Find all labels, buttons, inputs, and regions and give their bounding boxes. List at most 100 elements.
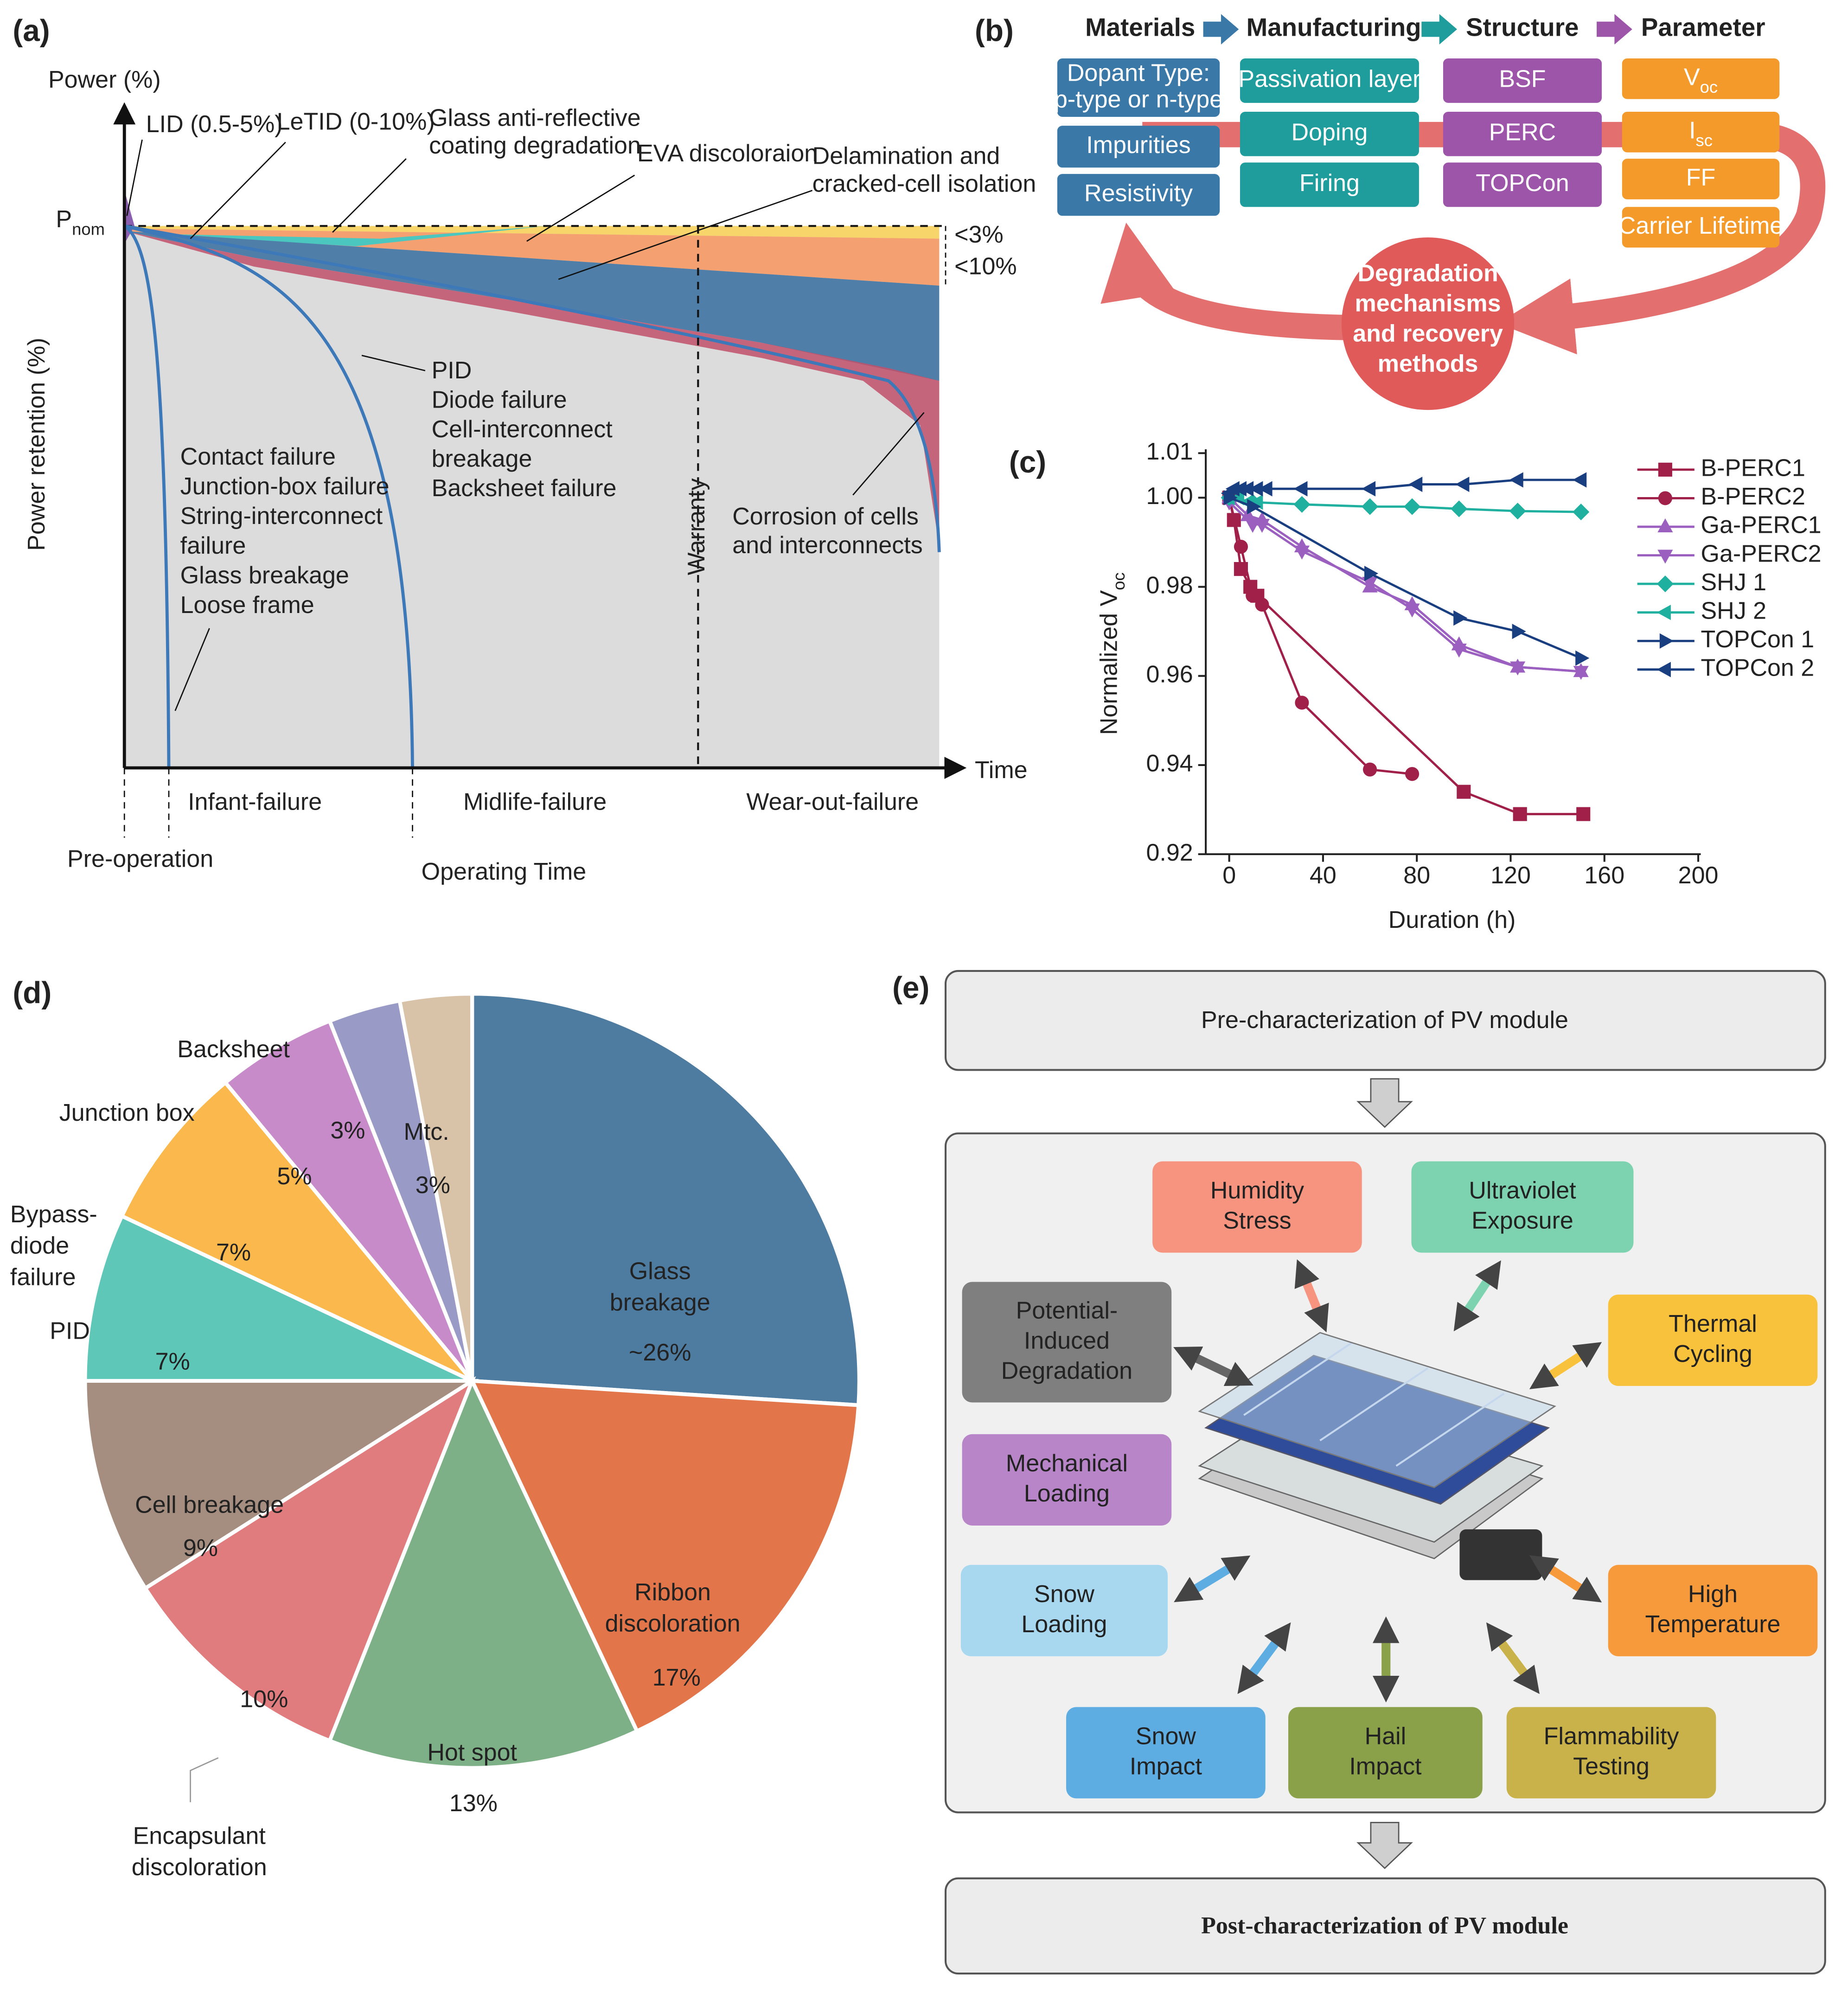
box <box>1057 126 1220 168</box>
stress-box <box>1152 1161 1362 1253</box>
leader <box>526 174 635 242</box>
slice-label: Cell breakage <box>135 1492 284 1519</box>
band-yellow <box>124 226 940 239</box>
box <box>1240 112 1419 156</box>
box-text: Passivation layer <box>1238 66 1420 93</box>
value-label: ~26% <box>629 1339 691 1366</box>
wearout-curve <box>124 224 941 552</box>
legend-marker <box>1658 462 1672 477</box>
stress-label: Thermal Cycling <box>1669 1310 1757 1367</box>
stress-arrow <box>1529 1342 1602 1389</box>
annotation: LID (0.5-5%) <box>146 111 283 138</box>
box-text: Resistivity <box>1084 180 1193 207</box>
legend-marker <box>1656 575 1674 593</box>
box-group: Dopant Type: p-type or n-type Impurities Re… <box>1054 58 1783 248</box>
module-glass <box>1198 1332 1556 1488</box>
leader <box>852 412 925 496</box>
stress-label: Snow Impact <box>1130 1723 1202 1780</box>
marker <box>1510 661 1526 676</box>
marker <box>1249 481 1263 497</box>
bottom-box <box>944 1877 1826 1975</box>
header-arrow <box>1421 14 1458 45</box>
series-line <box>1228 501 1581 673</box>
header: Materials <box>1085 13 1195 42</box>
x-tick-label: 40 <box>1310 862 1336 889</box>
box-text: Firing <box>1299 170 1360 197</box>
phase: Infant-failure <box>188 788 322 815</box>
marker <box>1240 481 1254 497</box>
box <box>1057 174 1220 216</box>
y-tick-label: 0.92 <box>1146 839 1193 866</box>
annotation: Delamination and cracked-cell isolation <box>812 142 1036 197</box>
legend-label: Ga-PERC1 <box>1701 512 1822 539</box>
leader <box>126 139 143 216</box>
marker <box>1405 767 1420 781</box>
x-tick-label: 0 <box>1222 862 1236 889</box>
box <box>1240 162 1419 207</box>
value-label: 7% <box>216 1239 251 1266</box>
annotation: Glass anti-reflective coating degradation <box>429 104 641 159</box>
box-text: TOPCon <box>1476 170 1569 197</box>
slice-label: Ribbon discoloration <box>605 1579 741 1637</box>
stress-arrow <box>1294 1259 1329 1333</box>
marker <box>1232 481 1247 497</box>
marker <box>1364 566 1379 581</box>
box-text: Impurities <box>1086 132 1190 159</box>
leader <box>361 355 426 371</box>
series-line <box>1228 497 1582 659</box>
panel-c: (c) 0.92 0.94 0.96 0.98 1.00 1.01 0 40 80 120 160 2… <box>1009 438 1822 933</box>
stress-arrow <box>1173 1346 1253 1386</box>
marker <box>1294 545 1310 560</box>
legend-marker <box>1656 605 1671 620</box>
stress-label: Mechanical Loading <box>1006 1450 1128 1507</box>
stress-arrow <box>1486 1622 1540 1694</box>
pie-slice <box>327 1376 640 1770</box>
stress-label: Hail Impact <box>1349 1723 1422 1780</box>
marker <box>1247 499 1261 515</box>
flow-loop <box>1497 121 1826 355</box>
stress-box <box>960 1565 1168 1656</box>
stress-box <box>962 1434 1172 1526</box>
down-arrow <box>1356 1822 1413 1869</box>
pie-slice <box>223 1018 474 1382</box>
p-nom: Pnom <box>56 206 104 238</box>
center-circle <box>1341 237 1515 410</box>
legend-label: B-PERC2 <box>1701 483 1805 510</box>
stress-label: Potential-Induced Degradation <box>1001 1297 1132 1384</box>
marker <box>1509 503 1526 520</box>
series-line <box>1229 496 1581 513</box>
marker <box>1573 472 1587 488</box>
legend-label: SHJ 2 <box>1701 597 1767 624</box>
band-teal <box>140 226 546 247</box>
panel-label: (a) <box>13 14 50 48</box>
pie-slice <box>83 1379 479 1591</box>
value-label: 3% <box>416 1172 450 1199</box>
series-line <box>1228 497 1413 775</box>
y-axis-label: Power retention (%) <box>23 338 50 551</box>
marker <box>1408 476 1423 492</box>
box-text: Doping <box>1292 119 1368 146</box>
slice-label: Hot spot <box>427 1739 517 1766</box>
marker <box>1225 481 1240 497</box>
x-axis-label: Duration (h) <box>1388 907 1516 933</box>
box-text: Carrier Lifetime <box>1618 212 1783 239</box>
band-blue <box>124 231 940 381</box>
legend-label: TOPCon 1 <box>1701 626 1815 653</box>
header-arrow <box>1203 14 1239 45</box>
value-label: 13% <box>449 1790 498 1817</box>
marker <box>1576 807 1591 821</box>
pie-slice <box>142 1376 476 1744</box>
legend-label: B-PERC1 <box>1701 455 1805 482</box>
marker <box>1513 807 1527 821</box>
value-label: 17% <box>652 1664 701 1691</box>
pie-slice <box>469 1379 861 1734</box>
panel-d: (d) Glass breakage ~26% Ribbon discoloration… <box>10 976 862 1881</box>
marker <box>1575 650 1590 666</box>
annotation: LeTID (0-10%) <box>277 108 435 135</box>
box <box>1240 58 1419 103</box>
slice-label: PID <box>50 1318 90 1345</box>
legend-label: Ga-PERC2 <box>1701 540 1822 567</box>
box-text: FF <box>1686 164 1716 191</box>
marker <box>1362 481 1376 497</box>
x-axis-end: Time <box>975 757 1028 784</box>
